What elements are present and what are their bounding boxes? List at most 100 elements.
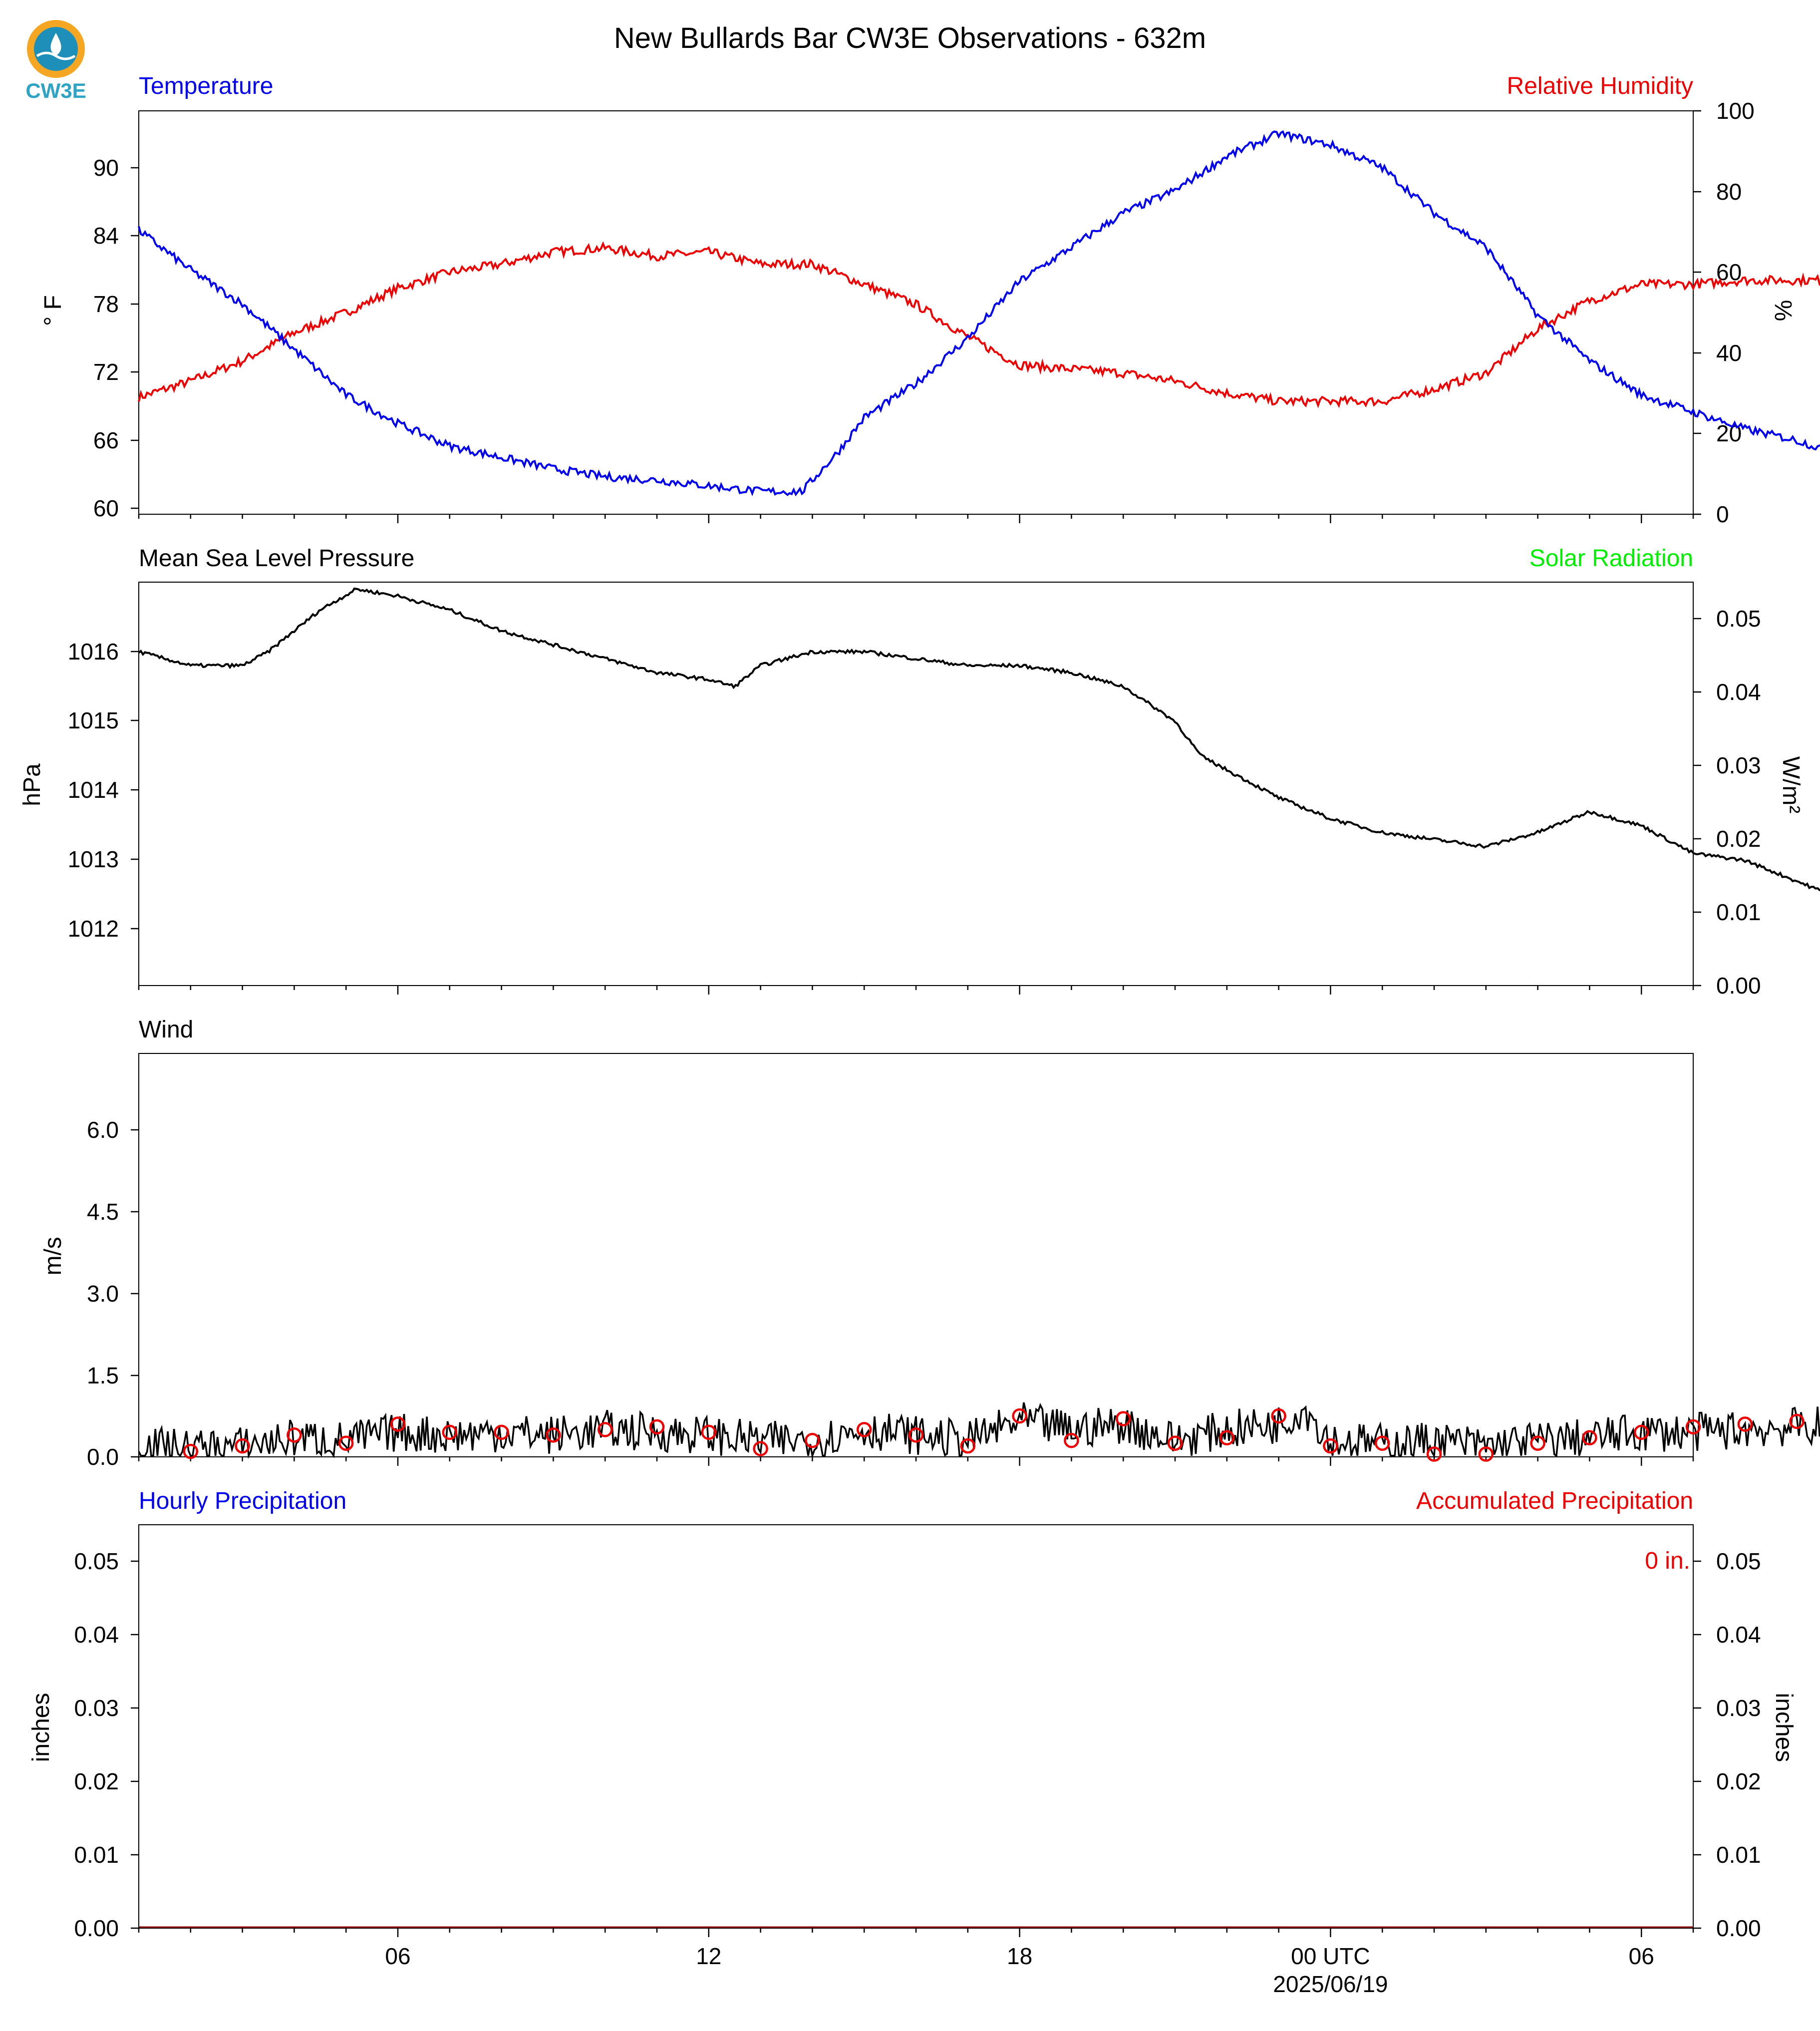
solar-tick-label-4: 0.04 (1716, 679, 1761, 705)
wind-gust-marker (1633, 1424, 1649, 1440)
wind-x-ticks (138, 1457, 1694, 1466)
precip-left-axis-label: inches (28, 1693, 54, 1762)
wind-gust-marker (753, 1441, 768, 1456)
logo-text: CW3E (25, 79, 86, 102)
precip-plot-frame (138, 1524, 1694, 1929)
accum-precip-title: Accumulated Precipitation (1416, 1488, 1693, 1514)
accum-tick-label-4: 0.04 (1716, 1622, 1761, 1648)
wind-gust-marker (1530, 1435, 1545, 1451)
wind-gust-marker (960, 1438, 976, 1454)
precip-tick-label-3: 0.03 (74, 1695, 119, 1721)
temperature-series (138, 130, 1820, 497)
rh-tick-label-40: 40 (1716, 340, 1742, 366)
temp-tick-label-60: 60 (93, 495, 119, 521)
logo-drop-icon (50, 33, 61, 56)
precip-tick-label-5: 0.05 (74, 1548, 119, 1574)
temperature-y-ticks: 60 66 72 78 84 90 (93, 155, 139, 521)
slp-tick-label-1014: 1014 (68, 777, 119, 803)
precip-right-y-ticks: 0.00 0.01 0.02 0.03 0.04 0.05 (1693, 1548, 1761, 1941)
wind-series (138, 1402, 1820, 1462)
wind-tick-label-2: 3.0 (87, 1281, 119, 1307)
x-tick-label: 00 UTC (1291, 1943, 1370, 1969)
temperature-axis-label: ° F (40, 295, 66, 326)
precip-right-axis-label: inches (1771, 1693, 1797, 1762)
wind-title: Wind (139, 1016, 193, 1043)
wind-gust-marker (649, 1419, 665, 1435)
pressure-y-ticks: 1012 1013 1014 1015 1016 (68, 639, 139, 942)
wind-gust-marker (701, 1424, 717, 1440)
pressure-panel: Mean Sea Level Pressure Solar Radiation … (19, 545, 1820, 999)
wind-gust-marker (1323, 1438, 1338, 1454)
rh-tick-label-100: 100 (1716, 98, 1755, 124)
wind-gust-marker (805, 1432, 820, 1448)
pressure-line (138, 587, 1820, 892)
wind-panel: Wind m/s 0.0 1.5 3.0 4.5 6.0 (40, 1016, 1820, 1470)
wind-gust-marker (442, 1424, 458, 1440)
wind-gust-marker (908, 1427, 924, 1443)
pressure-title: Mean Sea Level Pressure (139, 545, 414, 572)
wind-gust-marker (1219, 1430, 1235, 1446)
wind-gust-marker (183, 1443, 199, 1459)
pressure-axis-label: hPa (19, 763, 45, 806)
wind-gust-marker (546, 1427, 561, 1443)
precip-panel: Hourly Precipitation Accumulated Precipi… (28, 1488, 1797, 1997)
x-tick-label: 18 (1007, 1943, 1032, 1969)
accum-tick-label-0: 0.00 (1716, 1915, 1761, 1941)
wind-tick-label-4: 6.0 (87, 1117, 119, 1143)
wind-gust-marker (1426, 1446, 1442, 1462)
wind-gust-marker (1167, 1435, 1183, 1451)
temperature-title: Temperature (139, 73, 273, 99)
logo-wave-icon (36, 51, 76, 60)
temperature-line (138, 130, 1820, 497)
slp-tick-label-1012: 1012 (68, 916, 119, 942)
wind-gust-marker (235, 1438, 250, 1454)
precip-left-y-ticks: 0.00 0.01 0.02 0.03 0.04 0.05 (74, 1548, 139, 1941)
accum-tick-label-1: 0.01 (1716, 1842, 1761, 1868)
solar-tick-label-3: 0.03 (1716, 752, 1761, 778)
wind-gust-marker (1064, 1432, 1079, 1448)
wind-gust-marker (1685, 1419, 1701, 1435)
solar-tick-label-2: 0.02 (1716, 826, 1761, 852)
humidity-title: Relative Humidity (1507, 73, 1693, 99)
rh-tick-label-0: 0 (1716, 501, 1729, 527)
precip-tick-label-1: 0.01 (74, 1842, 119, 1868)
wind-gust-marker (856, 1422, 872, 1437)
solar-tick-label-0: 0.00 (1716, 973, 1761, 999)
temp-tick-label-72: 72 (93, 359, 119, 385)
temperature-plot-frame (138, 110, 1694, 515)
precip-tick-label-0: 0.00 (74, 1915, 119, 1941)
pressure-series (138, 587, 1820, 892)
humidity-y-ticks: 0 20 40 60 80 100 (1693, 98, 1755, 527)
wind-gust-marker (1789, 1413, 1805, 1429)
solar-y-ticks: 0.00 0.01 0.02 0.03 0.04 0.05 (1693, 606, 1761, 999)
solar-axis-label: W/m² (1778, 756, 1804, 814)
wind-gust-marker (1012, 1408, 1027, 1424)
precip-tick-label-2: 0.02 (74, 1768, 119, 1794)
wind-gust-marker (597, 1422, 613, 1437)
wind-gust-marker (1582, 1430, 1597, 1446)
precip-total-label: 0 in. (1645, 1548, 1690, 1574)
x-tick-label: 06 (1629, 1943, 1654, 1969)
slp-tick-label-1016: 1016 (68, 639, 119, 665)
wind-speed-line (138, 1402, 1820, 1459)
wind-tick-label-1: 1.5 (87, 1362, 119, 1388)
wind-gust-marker (1115, 1411, 1131, 1426)
temp-tick-label-66: 66 (93, 427, 119, 453)
rh-tick-label-80: 80 (1716, 179, 1742, 205)
humidity-line (138, 241, 1820, 408)
x-tick-date-label: 2025/06/19 (1273, 1971, 1388, 1997)
slp-tick-label-1013: 1013 (68, 846, 119, 872)
wind-axis-label: m/s (40, 1237, 66, 1275)
wind-y-ticks: 0.0 1.5 3.0 4.5 6.0 (87, 1117, 139, 1470)
accum-tick-label-2: 0.02 (1716, 1768, 1761, 1794)
wind-gust-marker (287, 1427, 302, 1443)
wind-gust-marker (1374, 1435, 1390, 1451)
x-tick-label: 12 (696, 1943, 721, 1969)
cw3e-logo: CW3E (25, 20, 86, 102)
wind-gust-marker (1737, 1416, 1753, 1432)
x-tick-label: 06 (385, 1943, 410, 1969)
wind-gust-marker (338, 1435, 354, 1451)
